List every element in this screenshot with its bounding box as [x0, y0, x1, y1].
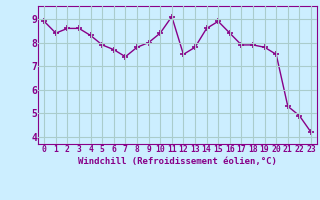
X-axis label: Windchill (Refroidissement éolien,°C): Windchill (Refroidissement éolien,°C)	[78, 157, 277, 166]
